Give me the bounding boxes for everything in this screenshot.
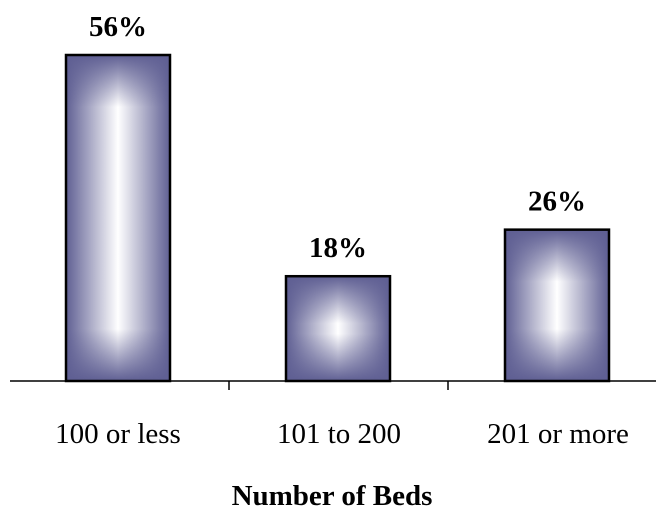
bar-outline [503, 228, 611, 383]
value-label: 26% [528, 186, 586, 218]
value-label: 18% [309, 232, 367, 264]
category-label: 100 or less [55, 418, 181, 450]
bar [284, 274, 392, 383]
bars-layer [64, 53, 611, 383]
x-axis-title: Number of Beds [232, 480, 433, 512]
bar [503, 228, 611, 383]
x-axis-ticks [228, 381, 449, 390]
category-labels: 100 or less 101 to 200 201 or more [55, 418, 629, 450]
bar-outline [64, 53, 172, 383]
bar-outline [284, 274, 392, 383]
value-label: 56% [89, 11, 147, 43]
bar [64, 53, 172, 383]
category-label: 101 to 200 [277, 418, 401, 450]
category-label: 201 or more [487, 418, 629, 450]
value-labels: 56% 18% 26% [89, 11, 586, 264]
